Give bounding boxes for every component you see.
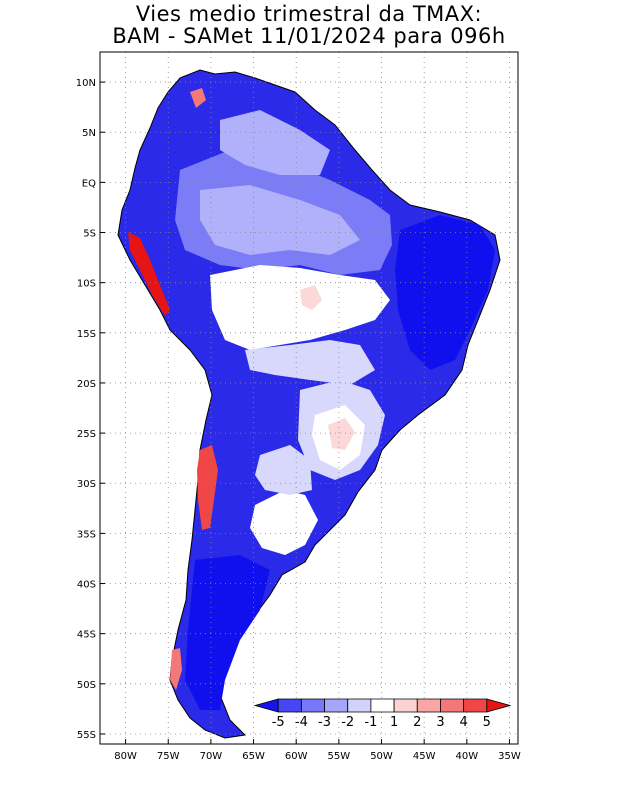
bias-zone-north (220, 110, 330, 175)
lon-tick-label: 40W (456, 751, 479, 762)
bias-zone-central-positive (300, 285, 322, 310)
lon-tick-label: 35W (498, 751, 521, 762)
lat-tick-label: 25S (77, 429, 96, 440)
map-title-line1: Vies medio trimestral da TMAX: (135, 2, 483, 26)
lat-tick-label: 5N (82, 128, 96, 139)
bias-zone-pampas-edge (255, 445, 312, 495)
colorbar-label: -2 (341, 715, 354, 730)
map-grid (100, 52, 518, 744)
bias-zone-pampas (250, 490, 318, 555)
lon-tick-label: 75W (157, 751, 180, 762)
colorbar-label: 4 (459, 715, 467, 730)
bias-zone-central-edge (245, 340, 375, 385)
colorbar-swatch (347, 698, 372, 713)
colorbar-swatch (277, 698, 302, 713)
bias-zone-southern-cone (185, 555, 270, 710)
bias-zone-patagonia (170, 648, 182, 690)
bias-zone-west-amazon (200, 185, 360, 255)
colorbar-label: 2 (413, 715, 421, 730)
lon-tick-label: 50W (370, 751, 393, 762)
colorbar-label: 5 (483, 715, 491, 730)
lon-tick-label: 80W (114, 751, 137, 762)
lat-tick-label: 15S (77, 329, 96, 340)
lat-tick-label: 35S (77, 529, 96, 540)
bias-zone-andes-chile (197, 445, 218, 530)
colorbar-swatch (300, 698, 325, 713)
map-title-line2: BAM - SAMet 11/01/2024 para 096h (112, 24, 506, 48)
lon-tick-label: 70W (200, 751, 223, 762)
lon-axis: 80W 75W 70W 65W 60W 55W 50W 45W 40W 35W (114, 739, 521, 762)
lat-axis: 10N 5N EQ 5S 10S 15S 20S 25S 30S 35S 40S 45S 50S 55S (76, 78, 105, 741)
colorbar-swatch (324, 698, 349, 713)
colorbar-swatch (393, 698, 418, 713)
lat-tick-label: 50S (77, 680, 96, 691)
lat-tick-label: 45S (77, 630, 96, 641)
colorbar: -5 -4 -3 -2 -1 1 2 3 4 5 (253, 698, 512, 730)
colorbar-label: 3 (436, 715, 444, 730)
colorbar-label: 1 (390, 715, 398, 730)
lon-tick-label: 45W (413, 751, 436, 762)
lon-tick-label: 55W (328, 751, 351, 762)
lon-tick-label: 65W (242, 751, 265, 762)
bias-zone-south-positive (328, 418, 355, 450)
bias-zone-andes-north (190, 88, 206, 108)
lat-tick-label: 10S (77, 279, 96, 290)
lat-tick-label: EQ (82, 178, 96, 189)
colorbar-swatch (370, 698, 395, 713)
lat-tick-label: 40S (77, 580, 96, 591)
colorbar-swatch (440, 698, 465, 713)
bias-zone-central (210, 265, 390, 350)
lat-tick-label: 55S (77, 730, 96, 741)
colorbar-label: -4 (295, 715, 308, 730)
colorbar-label: -5 (272, 715, 285, 730)
colorbar-swatch (463, 698, 488, 713)
colorbar-swatch (416, 698, 441, 713)
map-frame (99, 51, 519, 745)
lat-tick-label: 20S (77, 379, 96, 390)
lat-tick-label: 30S (77, 479, 96, 490)
colorbar-label: -1 (364, 715, 377, 730)
lat-tick-label: 5S (83, 229, 96, 240)
bias-zone-northeast (395, 215, 495, 370)
colorbar-label: -3 (318, 715, 331, 730)
bias-zone-andes-peru (128, 232, 170, 316)
colorbar-swatch (486, 698, 512, 713)
lon-tick-label: 60W (285, 751, 308, 762)
lat-tick-label: 10N (76, 78, 96, 89)
